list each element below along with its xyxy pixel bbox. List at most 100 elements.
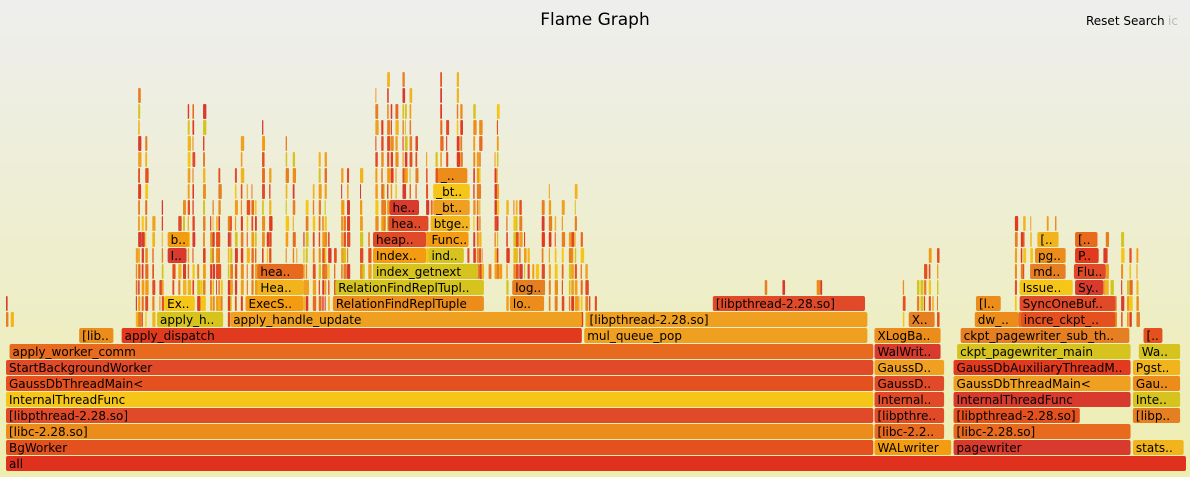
frame-sliver[interactable] — [460, 152, 463, 167]
frame-sliver[interactable] — [227, 312, 231, 327]
frame-rect[interactable] — [874, 360, 945, 375]
frame-sliver[interactable] — [375, 184, 378, 199]
frame-sliver[interactable] — [409, 88, 413, 103]
frame-sliver[interactable] — [135, 296, 137, 311]
frame[interactable]: b.. — [167, 232, 189, 247]
frame-sliver[interactable] — [1105, 232, 1110, 247]
frame-sliver[interactable] — [285, 232, 289, 247]
frame-sliver[interactable] — [479, 264, 483, 279]
frame-sliver[interactable] — [395, 152, 399, 167]
frame-sliver[interactable] — [499, 264, 503, 279]
frame-sliver[interactable] — [473, 152, 476, 167]
frame[interactable]: apply_h.. — [157, 312, 224, 327]
frame-sliver[interactable] — [254, 280, 258, 295]
frame-sliver[interactable] — [937, 248, 940, 263]
frame-sliver[interactable] — [292, 184, 295, 199]
frame-sliver[interactable] — [1055, 216, 1057, 231]
frame-sliver[interactable] — [152, 280, 156, 295]
frame-sliver[interactable] — [183, 264, 187, 279]
frame-sliver[interactable] — [138, 296, 141, 311]
frame-sliver[interactable] — [496, 200, 500, 215]
frame[interactable]: GaussDbThreadMain< — [953, 376, 1131, 391]
frame-sliver[interactable] — [262, 232, 265, 247]
frame-sliver[interactable] — [138, 168, 141, 183]
frame-sliver[interactable] — [381, 184, 385, 199]
frame-sliver[interactable] — [161, 264, 164, 279]
frame[interactable]: Hea.. — [257, 280, 304, 295]
frame-sliver[interactable] — [1103, 280, 1106, 295]
frame-sliver[interactable] — [494, 248, 498, 263]
frame-sliver[interactable] — [588, 296, 591, 311]
frame-sliver[interactable] — [383, 216, 386, 231]
frame-rect[interactable] — [1019, 280, 1073, 295]
frame-sliver[interactable] — [343, 216, 347, 231]
frame-sliver[interactable] — [266, 232, 270, 247]
frame-sliver[interactable] — [460, 136, 463, 151]
frame-rect[interactable] — [389, 200, 420, 215]
frame-sliver[interactable] — [318, 184, 322, 199]
frame-rect[interactable] — [1073, 264, 1106, 279]
frame-sliver[interactable] — [305, 248, 308, 263]
frame-sliver[interactable] — [513, 248, 517, 263]
frame-sliver[interactable] — [210, 280, 212, 295]
frame[interactable]: he.. — [389, 200, 420, 215]
frame-sliver[interactable] — [305, 280, 310, 295]
frame[interactable]: Func.. — [428, 232, 469, 247]
frame-sliver[interactable] — [138, 232, 142, 247]
frame-sliver[interactable] — [515, 200, 518, 215]
frame-sliver[interactable] — [402, 136, 404, 151]
frame-sliver[interactable] — [187, 168, 191, 183]
frame-sliver[interactable] — [402, 104, 404, 119]
frame[interactable]: Pgst.. — [1132, 360, 1181, 375]
frame-sliver[interactable] — [251, 232, 255, 247]
frame-sliver[interactable] — [402, 88, 406, 103]
frame-sliver[interactable] — [580, 280, 583, 295]
frame-sliver[interactable] — [246, 248, 250, 263]
frame-sliver[interactable] — [440, 88, 442, 103]
frame-sliver[interactable] — [467, 248, 470, 263]
frame-sliver[interactable] — [360, 248, 364, 263]
frame-sliver[interactable] — [212, 296, 215, 311]
frame-sliver[interactable] — [187, 216, 189, 231]
frame-rect[interactable] — [509, 296, 545, 311]
frame-rect[interactable] — [1132, 360, 1181, 375]
frame-sliver[interactable] — [296, 248, 298, 263]
frame-sliver[interactable] — [328, 232, 330, 247]
frame-rect[interactable] — [953, 376, 1131, 391]
frame-sliver[interactable] — [1136, 312, 1140, 327]
frame-sliver[interactable] — [234, 296, 237, 311]
frame-sliver[interactable] — [178, 216, 182, 231]
frame-sliver[interactable] — [554, 248, 557, 263]
frame[interactable]: ExecS.. — [245, 296, 304, 311]
frame-sliver[interactable] — [216, 248, 219, 263]
frame-rect[interactable] — [6, 376, 874, 391]
frame-sliver[interactable] — [561, 216, 564, 231]
frame[interactable]: pg.. — [1034, 248, 1066, 263]
frame-sliver[interactable] — [568, 296, 571, 311]
frame-sliver[interactable] — [347, 200, 350, 215]
frame-sliver[interactable] — [924, 280, 927, 295]
frame-sliver[interactable] — [527, 248, 530, 263]
frame-sliver[interactable] — [541, 232, 545, 247]
frame-sliver[interactable] — [387, 168, 391, 183]
frame-sliver[interactable] — [6, 312, 9, 327]
frame-sliver[interactable] — [161, 232, 163, 247]
frame-rect[interactable] — [1037, 232, 1059, 247]
frame-sliver[interactable] — [312, 248, 315, 263]
frame-sliver[interactable] — [183, 216, 185, 231]
frame-sliver[interactable] — [227, 296, 231, 311]
frame-sliver[interactable] — [328, 280, 330, 295]
frame-sliver[interactable] — [415, 184, 417, 199]
frame-sliver[interactable] — [1103, 248, 1107, 263]
frame-sliver[interactable] — [187, 120, 190, 135]
frame-sliver[interactable] — [375, 88, 377, 103]
frame-sliver[interactable] — [343, 248, 347, 263]
frame-sliver[interactable] — [1121, 248, 1125, 263]
frame[interactable]: [l.. — [975, 296, 1001, 311]
frame-sliver[interactable] — [183, 200, 186, 215]
frame-rect[interactable] — [953, 424, 1131, 439]
frame-rect[interactable] — [953, 408, 1080, 423]
frame-sliver[interactable] — [251, 184, 253, 199]
frame-sliver[interactable] — [6, 296, 8, 311]
